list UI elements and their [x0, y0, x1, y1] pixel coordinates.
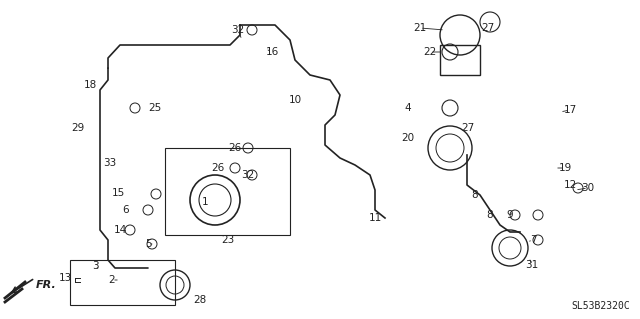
Text: 23: 23 [221, 235, 235, 245]
Text: 20: 20 [401, 133, 415, 143]
Text: 11: 11 [369, 213, 381, 223]
Text: 10: 10 [289, 95, 301, 105]
Text: 17: 17 [563, 105, 577, 115]
Bar [440, 45, 480, 75]
Text: 22: 22 [424, 47, 436, 57]
Text: FR.: FR. [36, 280, 57, 290]
Text: 32: 32 [241, 170, 255, 180]
Text: 5: 5 [145, 239, 151, 249]
Text: 27: 27 [481, 23, 495, 33]
Text: 4: 4 [404, 103, 412, 113]
Text: 1: 1 [202, 197, 208, 207]
Text: 8: 8 [486, 210, 493, 220]
Text: 28: 28 [193, 295, 207, 305]
Text: 32: 32 [232, 25, 244, 35]
Text: 12: 12 [563, 180, 577, 190]
Text: 21: 21 [413, 23, 427, 33]
Text: 6: 6 [123, 205, 129, 215]
Text: 7: 7 [530, 235, 536, 245]
Text: 2: 2 [109, 275, 115, 285]
Text: 19: 19 [558, 163, 572, 173]
Text: 31: 31 [525, 260, 539, 270]
Text: 14: 14 [113, 225, 127, 235]
Text: 9: 9 [507, 210, 513, 220]
Text: 27: 27 [461, 123, 475, 133]
Text: 30: 30 [581, 183, 595, 193]
Text: 26: 26 [228, 143, 242, 153]
Text: 33: 33 [104, 158, 116, 168]
Text: 26: 26 [211, 163, 225, 173]
Text: 8: 8 [472, 190, 478, 200]
Text: 15: 15 [111, 188, 125, 198]
Text: 25: 25 [148, 103, 162, 113]
Text: 3: 3 [92, 261, 99, 271]
Text: 16: 16 [266, 47, 278, 57]
Text: 18: 18 [83, 80, 97, 90]
Text: 29: 29 [72, 123, 84, 133]
Text: SL53B2320C: SL53B2320C [572, 301, 630, 311]
Text: 13: 13 [58, 273, 72, 283]
